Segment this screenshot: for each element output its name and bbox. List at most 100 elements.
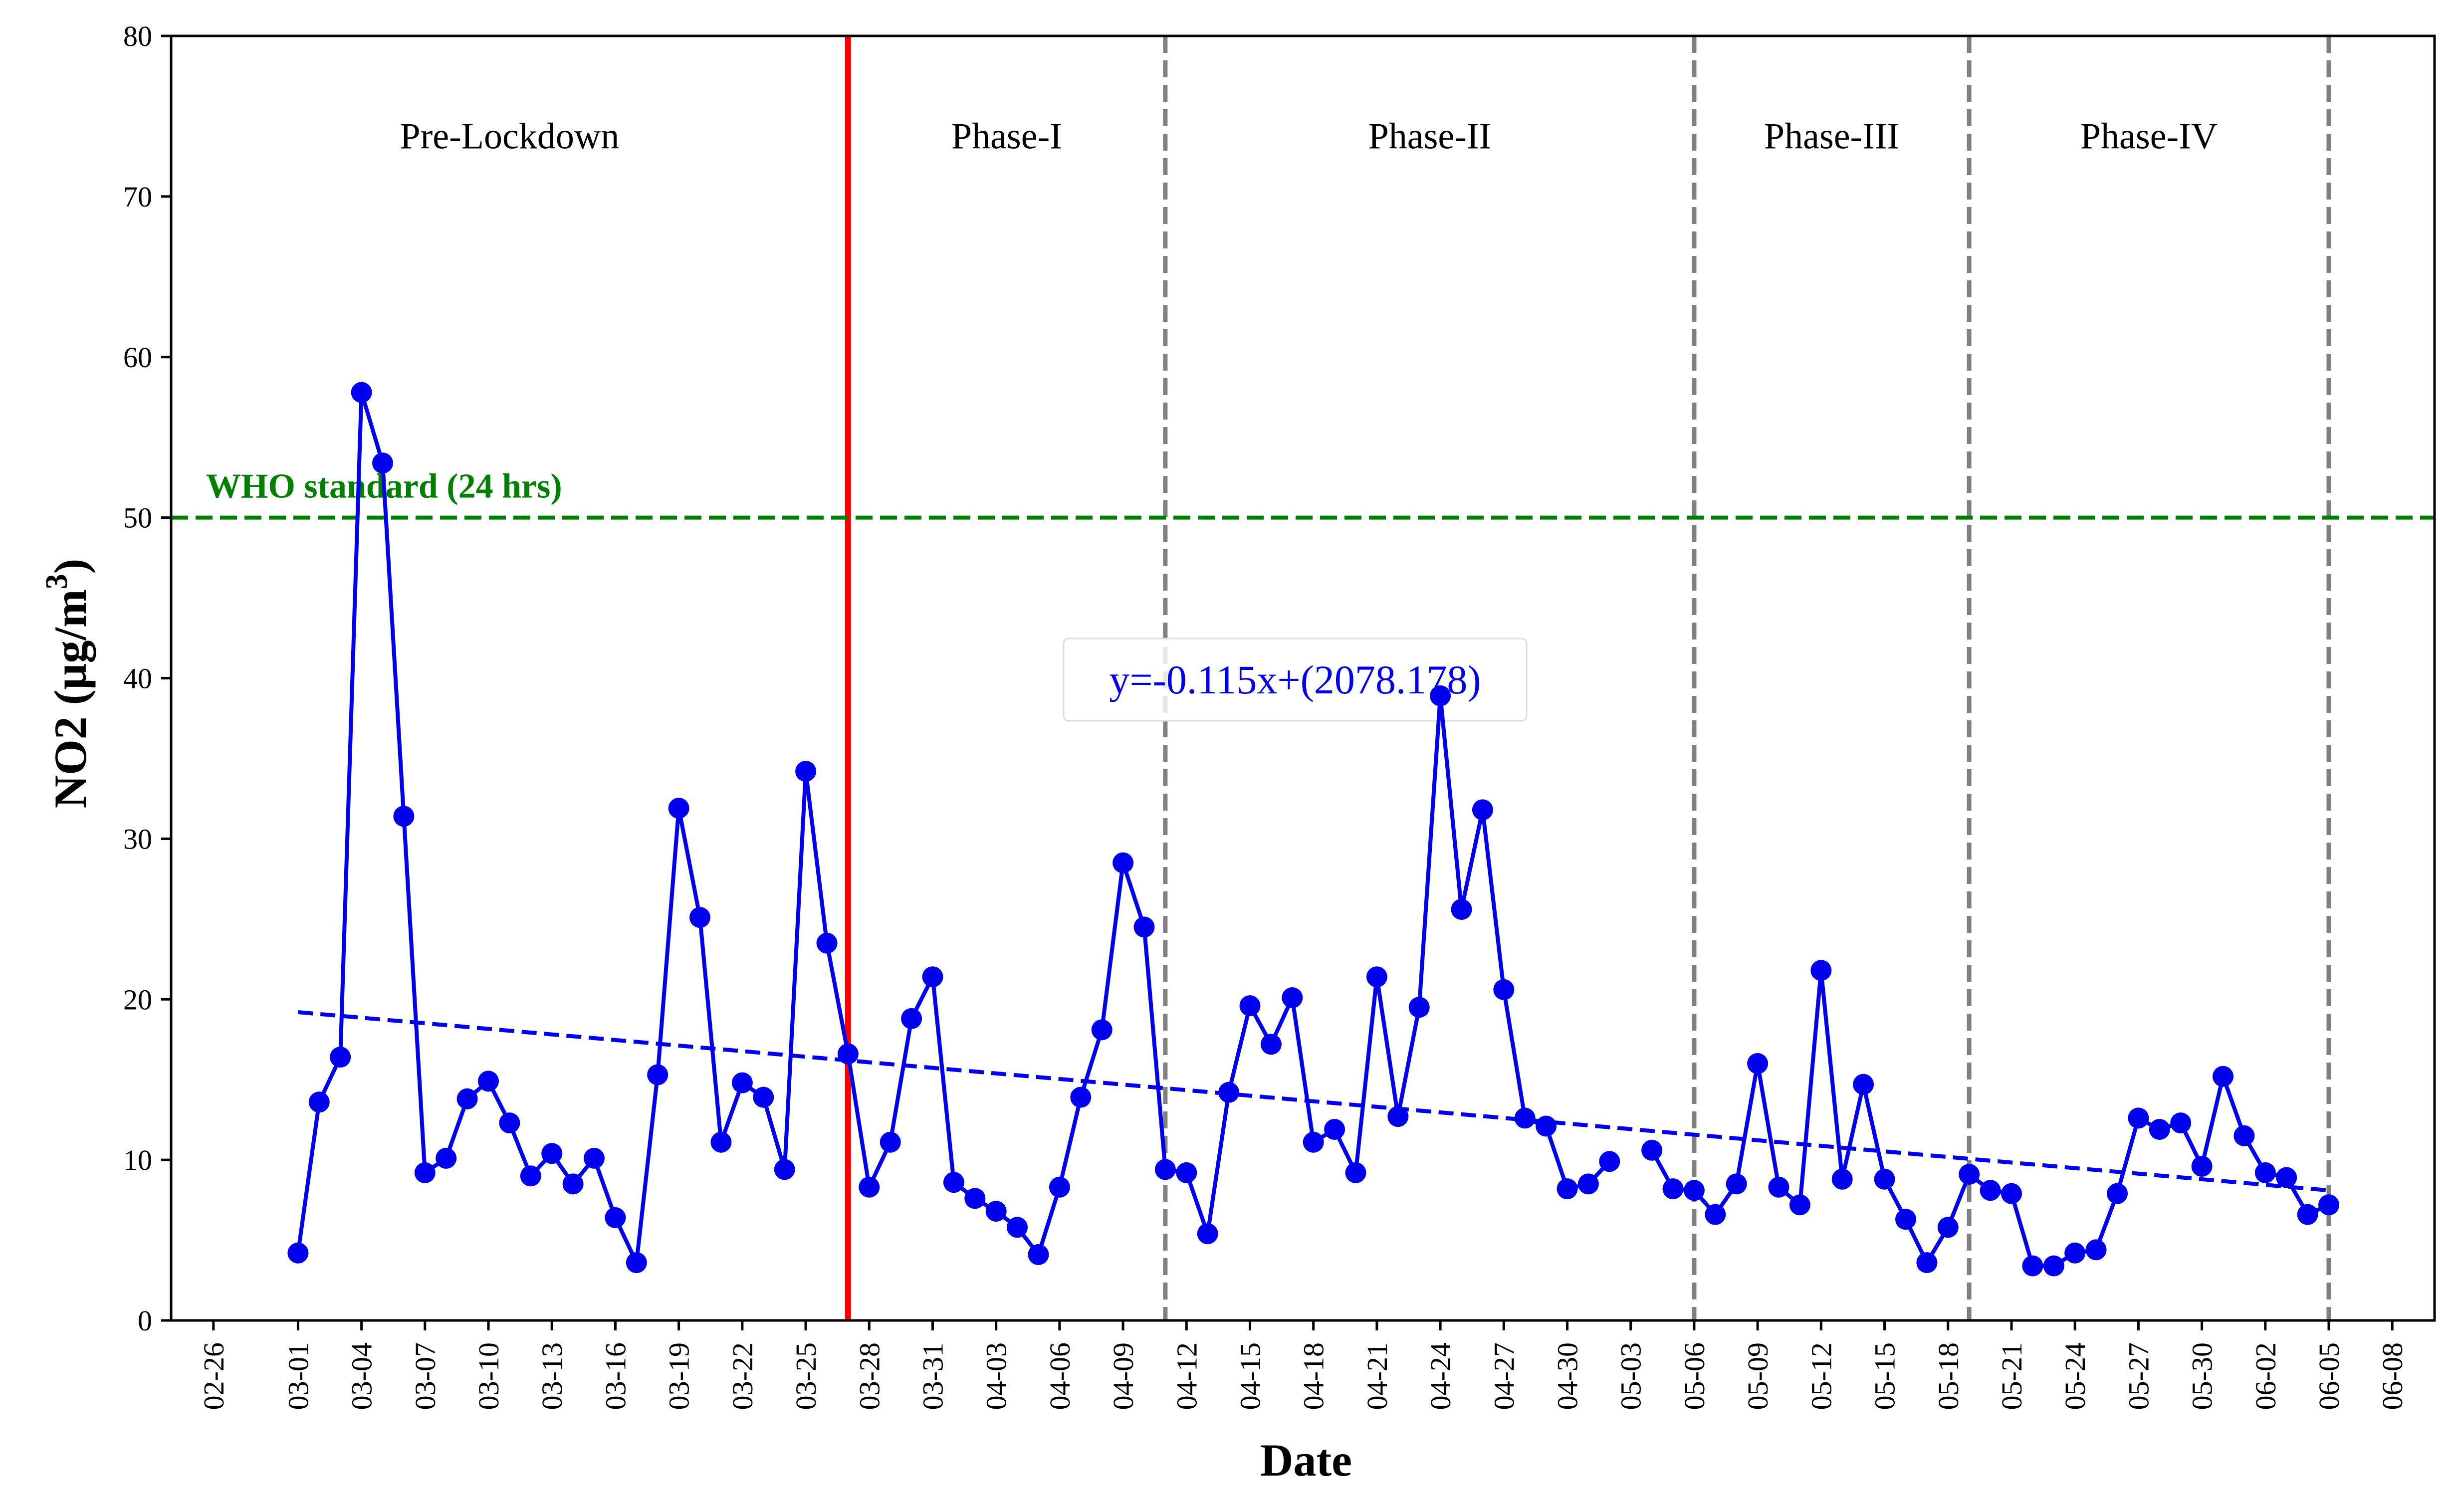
data-point [1366, 966, 1387, 988]
data-point [1980, 1180, 2001, 1201]
data-point [605, 1207, 626, 1228]
data-point [1916, 1252, 1938, 1274]
data-point [330, 1047, 351, 1068]
data-point [2318, 1194, 2339, 1216]
data-point [2064, 1242, 2086, 1264]
x-tick-label: 04-12 [1170, 1342, 1203, 1410]
data-point [1282, 987, 1303, 1008]
x-tick-label: 04-24 [1424, 1342, 1457, 1410]
trendline-group: y=-0.115x+(2078.178) [298, 638, 2329, 1193]
data-point [1091, 1019, 1113, 1041]
phase-label-5: Phase-IV [2080, 116, 2218, 157]
x-axis-title: Date [1260, 1435, 1352, 1486]
data-point [774, 1159, 795, 1180]
data-point [901, 1008, 922, 1029]
data-point [1683, 1180, 1705, 1201]
x-tick-label: 04-27 [1488, 1342, 1520, 1410]
data-point [2191, 1156, 2213, 1177]
data-point [668, 798, 689, 819]
x-tick-label: 04-06 [1044, 1342, 1076, 1410]
data-point [1154, 1159, 1176, 1180]
data-point [351, 382, 372, 403]
trendline-equation-box [1063, 638, 1528, 722]
x-tick-label: 03-01 [282, 1342, 314, 1410]
x-tick-label: 03-19 [663, 1342, 695, 1410]
data-point [1959, 1164, 1980, 1185]
y-tick-label: 40 [123, 662, 152, 695]
axes: 0 10 20 30 40 50 60 70 80 02-26 03-01 03-04 03-07 03-… [123, 20, 2436, 1410]
x-tick-label: 06-02 [2249, 1342, 2282, 1410]
data-point [584, 1147, 605, 1169]
data-point [943, 1172, 964, 1193]
data-point [1133, 916, 1155, 938]
y-axis-title-superscript: 3 [40, 574, 74, 589]
phase-labels: Pre-Lockdown Phase-I Phase-II Phase-III Phas… [400, 116, 2218, 157]
data-point [1387, 1106, 1409, 1127]
data-point [1768, 1176, 1789, 1198]
data-point [1176, 1162, 1197, 1183]
data-point [2085, 1239, 2107, 1261]
x-tick-label: 05-30 [2186, 1342, 2219, 1410]
x-tick-label: 03-25 [790, 1342, 822, 1410]
data-point [964, 1188, 986, 1209]
phase-label-3: Phase-II [1368, 116, 1492, 157]
data-point [689, 907, 710, 928]
y-tick-label: 80 [123, 20, 152, 52]
x-tick-label: 04-30 [1552, 1342, 1584, 1410]
x-tick-label: 04-18 [1298, 1342, 1330, 1410]
y-tick-label: 20 [123, 983, 152, 1016]
data-point [753, 1086, 774, 1108]
x-tick-label: 06-05 [2313, 1342, 2345, 1410]
x-tick-label: 04-09 [1107, 1342, 1139, 1410]
data-point [1113, 852, 1134, 873]
data-point [1472, 799, 1493, 821]
data-point [520, 1165, 541, 1187]
data-point [2170, 1112, 2192, 1134]
data-point [1536, 1115, 1557, 1137]
data-point [287, 1242, 309, 1264]
x-tick-label: 04-21 [1361, 1342, 1393, 1410]
data-point [1493, 979, 1515, 1000]
phase-label-4: Phase-III [1764, 116, 1899, 157]
data-point [2149, 1119, 2170, 1140]
data-point [393, 806, 415, 827]
x-tick-label: 05-12 [1805, 1342, 1837, 1410]
x-tick-label: 03-07 [409, 1342, 442, 1410]
data-point [626, 1252, 647, 1274]
data-point [2233, 1125, 2255, 1146]
data-point [414, 1162, 436, 1183]
data-point [541, 1143, 563, 1164]
x-tick-label: 04-15 [1234, 1342, 1267, 1410]
data-point [372, 452, 393, 474]
data-point [456, 1088, 478, 1109]
data-point [2001, 1183, 2022, 1204]
data-point [499, 1112, 520, 1134]
data-point [1451, 899, 1472, 920]
data-point [1831, 1168, 1853, 1190]
data-point [1007, 1217, 1028, 1238]
data-point [1662, 1178, 1684, 1200]
data-point [1874, 1168, 1895, 1190]
data-point [1747, 1053, 1769, 1074]
x-tick-label: 03-31 [917, 1342, 949, 1410]
trendline [298, 1010, 2329, 1193]
data-point [1345, 1162, 1366, 1183]
y-axis-title: NO2 (µg/m3) [40, 559, 96, 808]
data-point [985, 1201, 1007, 1222]
x-tick-label: 05-24 [2059, 1342, 2091, 1410]
x-tick-label: 03-13 [536, 1342, 568, 1410]
data-point [436, 1147, 457, 1169]
data-point [2107, 1183, 2128, 1204]
x-tick-label: 02-26 [198, 1342, 230, 1410]
data-point [1408, 997, 1430, 1018]
data-point [1197, 1223, 1218, 1245]
data-point [1514, 1107, 1536, 1129]
data-point [1260, 1034, 1282, 1055]
data-point [922, 966, 943, 988]
data-point [308, 1091, 330, 1113]
data-point [647, 1064, 669, 1085]
trendline-equation: y=-0.115x+(2078.178) [1109, 657, 1481, 702]
x-tick-label: 05-06 [1678, 1342, 1711, 1410]
